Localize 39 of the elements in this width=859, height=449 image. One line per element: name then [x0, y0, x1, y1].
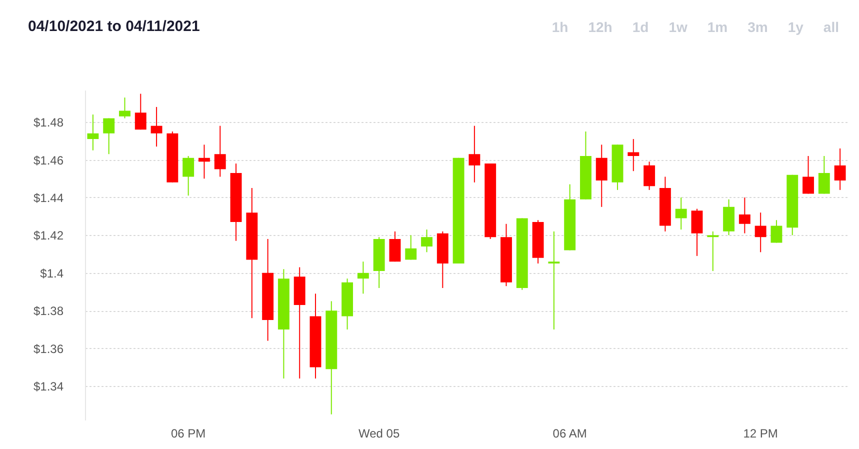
- candlestick: [134, 93, 146, 130]
- candlestick: [675, 196, 687, 230]
- chart-title: 04/10/2021 to 04/11/2021: [28, 18, 200, 35]
- x-tick-label: 12 PM: [743, 426, 778, 440]
- x-tick-label: 06 AM: [552, 426, 587, 440]
- candlestick: [103, 118, 115, 155]
- candlestick: [596, 144, 608, 208]
- candlestick: [818, 156, 830, 194]
- candlestick: [468, 125, 480, 183]
- candlestick: [150, 106, 162, 148]
- candlestick: [421, 229, 432, 253]
- candlestick: [87, 114, 99, 151]
- x-tick-label: 06 PM: [170, 426, 206, 440]
- y-tick-label: $1.48: [33, 116, 64, 130]
- candlestick: [119, 97, 130, 119]
- candlestick: [389, 230, 401, 262]
- y-tick-label: $1.42: [33, 228, 64, 243]
- y-tick-label: $1.38: [33, 304, 64, 318]
- candlestick: [834, 148, 846, 190]
- y-tick-label: $1.4: [40, 266, 64, 280]
- y-tick-label: $1.46: [33, 153, 64, 168]
- y-tick-label: $1.36: [33, 342, 64, 356]
- candlestick: [405, 234, 417, 260]
- candlestick: [738, 196, 750, 234]
- candlestick: [548, 230, 560, 330]
- candlestick: [707, 230, 719, 272]
- y-tick-label: $1.44: [33, 190, 64, 205]
- candlestick: [802, 156, 814, 194]
- y-tick-label: $1.34: [33, 380, 64, 394]
- candlestick: [770, 220, 782, 244]
- candlestick: [628, 138, 640, 172]
- x-tick-label: Wed 05: [358, 426, 400, 440]
- candlestick: [644, 161, 656, 190]
- candlestick: [754, 212, 766, 253]
- candlestick: [357, 261, 369, 294]
- candlestick: [182, 156, 194, 196]
- candlestick: [214, 125, 226, 178]
- candlestick: [691, 208, 703, 256]
- candlestick: [198, 144, 210, 180]
